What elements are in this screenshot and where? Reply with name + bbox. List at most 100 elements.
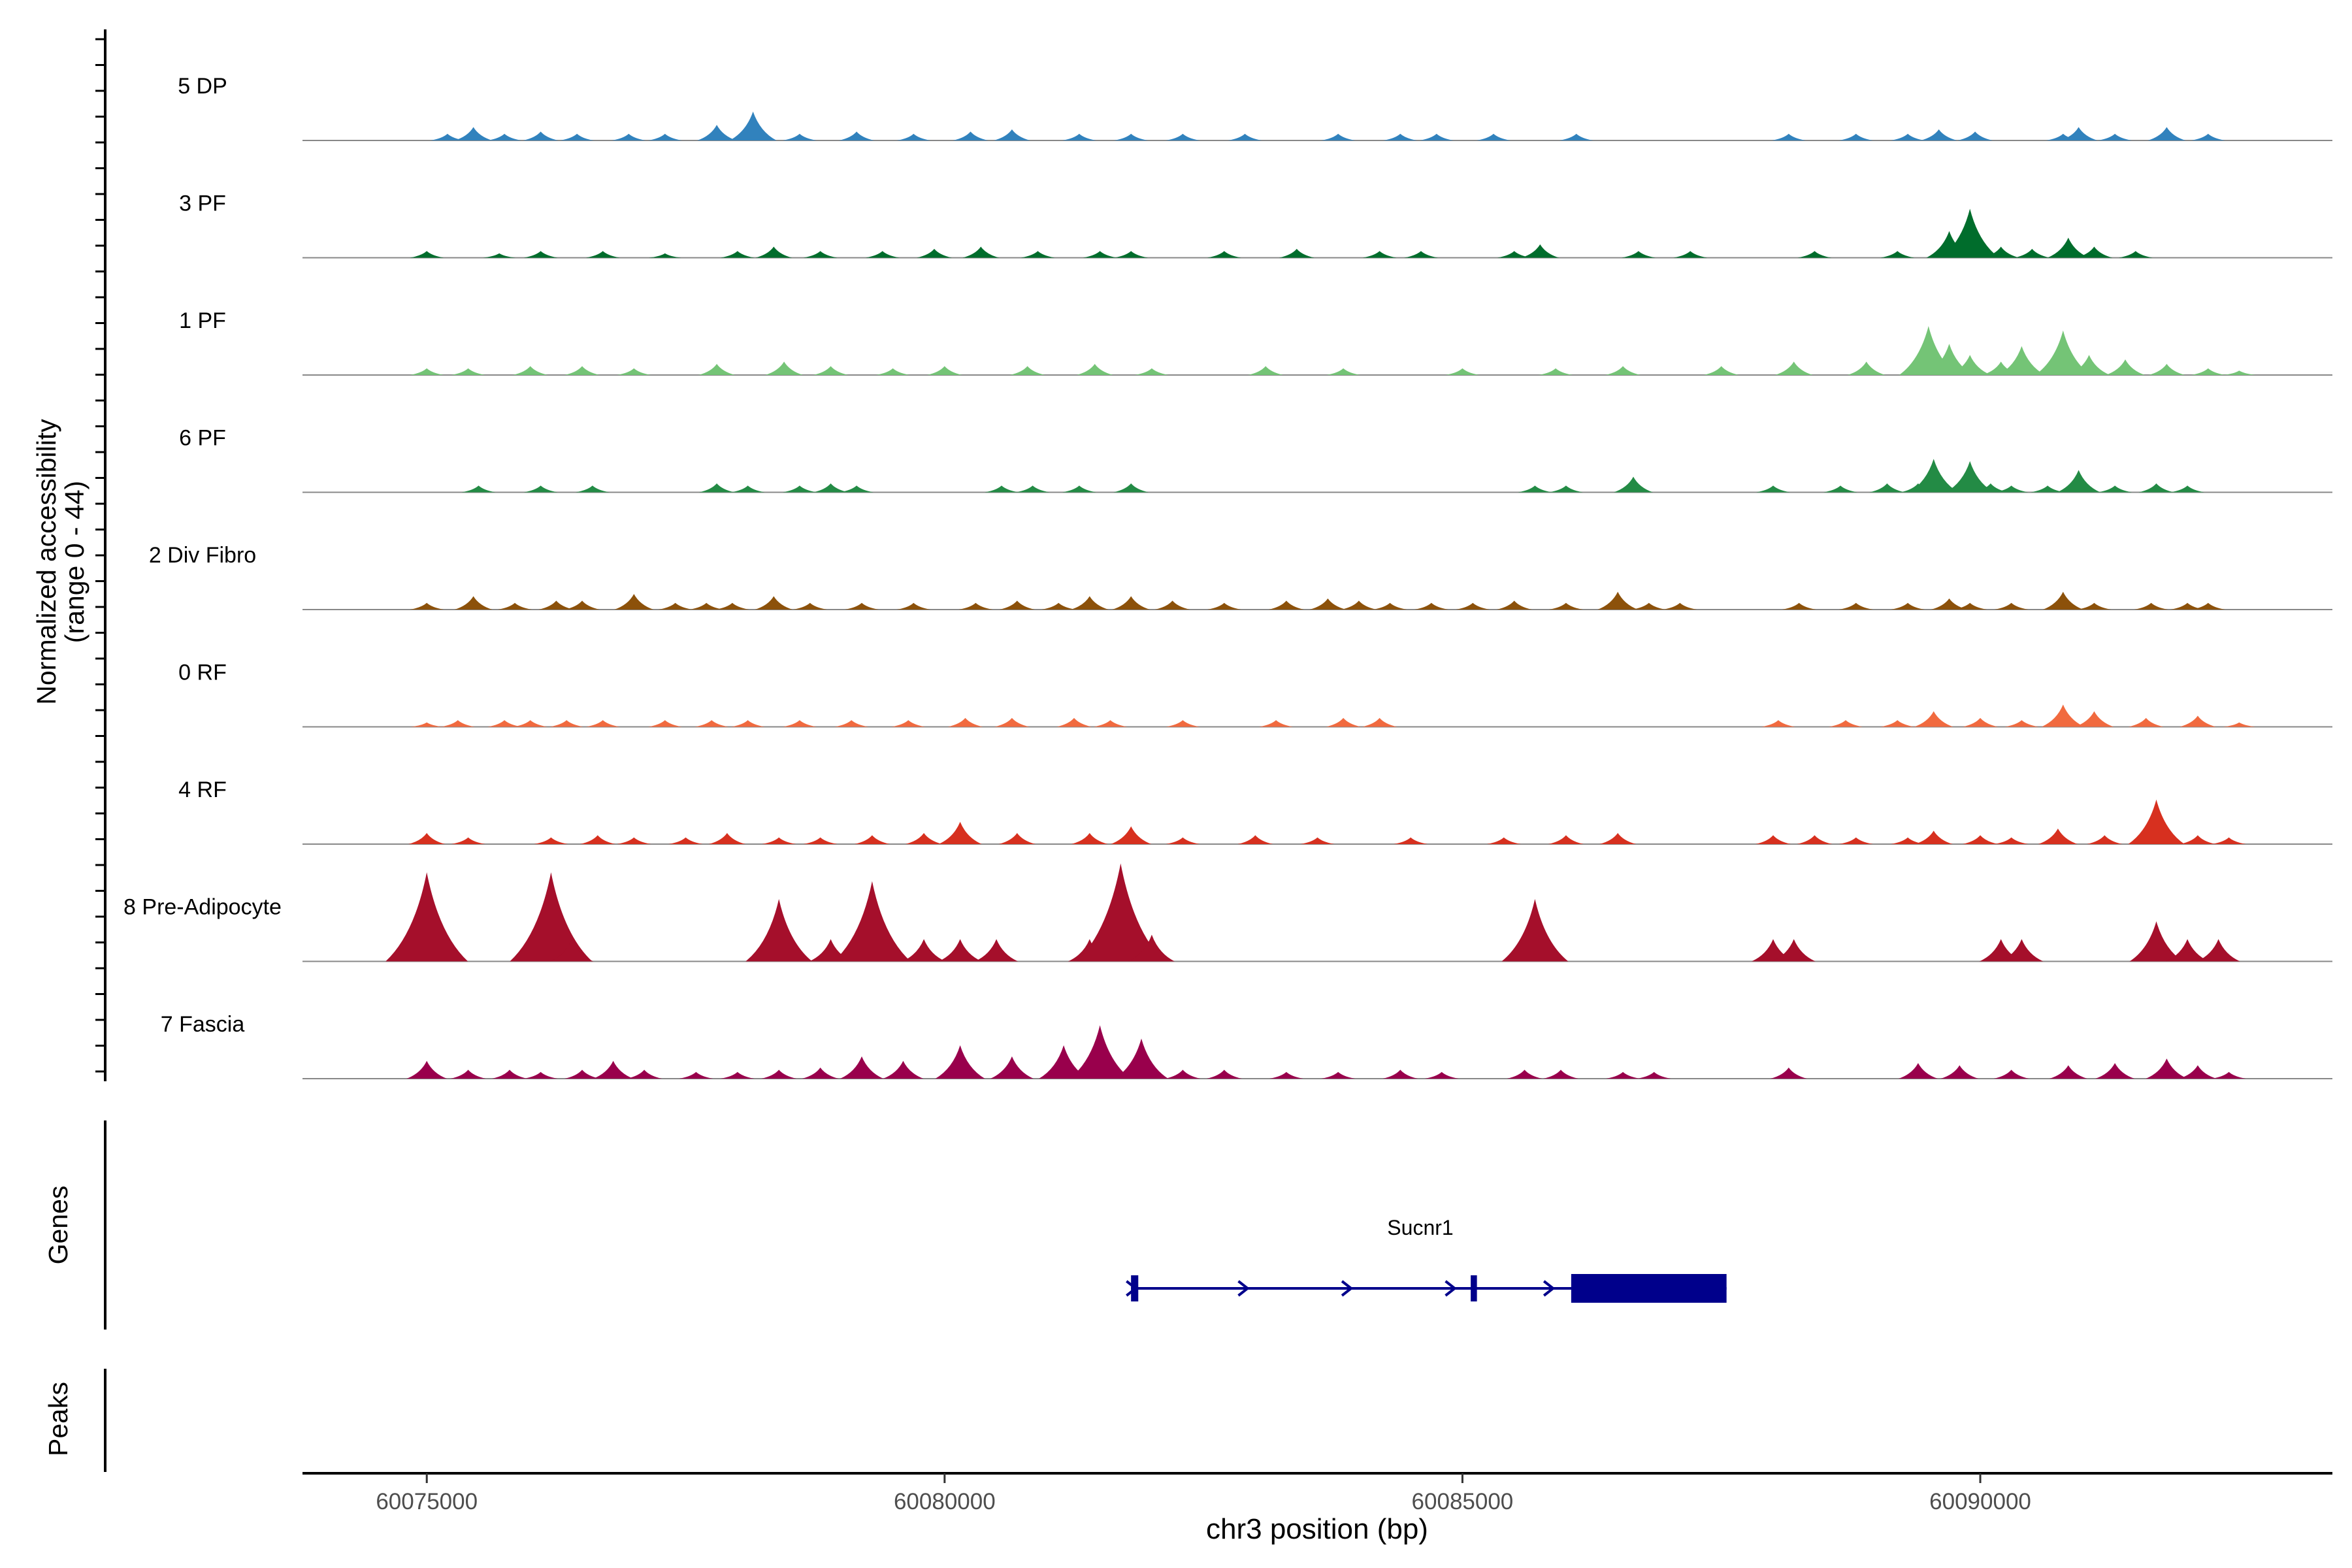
coverage-peak <box>1963 717 1998 727</box>
coverage-peak <box>1797 251 1832 258</box>
coverage-peak <box>1404 251 1438 258</box>
coverage-peak <box>1994 837 2029 844</box>
coverage-peak <box>1113 483 1149 493</box>
coverage-peak <box>694 720 729 727</box>
coverage-peak <box>410 722 444 727</box>
coverage-peak <box>487 720 522 727</box>
coverage-peak <box>1456 602 1490 610</box>
coverage-peak <box>1782 602 1816 610</box>
coverage-peak <box>1279 248 1315 258</box>
track-label: 6 PF <box>179 426 226 451</box>
coverage-peak <box>1166 720 1200 727</box>
coverage-peak <box>523 1071 558 1079</box>
coverage-peak <box>1269 1071 1303 1079</box>
coverage-peak <box>938 821 982 844</box>
coverage-peak <box>1772 939 1816 962</box>
coverage-peak <box>906 833 943 844</box>
coverage-peak <box>498 602 532 610</box>
coverage-peak <box>1496 600 1532 610</box>
coverage-peak <box>617 837 651 844</box>
coverage-peak <box>2138 483 2174 493</box>
y-axis-label-range: (range 0 - 44) <box>59 481 90 643</box>
coverage-peak <box>1599 833 1637 844</box>
coverage-peak <box>902 939 946 962</box>
coverage-peak <box>803 251 838 258</box>
coverage-peak <box>875 368 910 375</box>
coverage-peak <box>840 485 874 493</box>
coverage-peak <box>2031 485 2065 493</box>
coverage-peak <box>2098 133 2132 140</box>
coverage-peak <box>1093 720 1128 727</box>
coverage-peak <box>454 127 493 140</box>
track-5: 2 Div Fibro <box>149 543 2332 610</box>
coverage-peak <box>1112 596 1151 610</box>
coverage-peak <box>1062 485 1096 493</box>
coverage-peak <box>761 1070 797 1079</box>
coverage-peak <box>947 717 983 727</box>
coverage-peak <box>1539 368 1573 375</box>
coverage-peak <box>813 366 849 375</box>
coverage-peak <box>1056 717 1092 727</box>
coverage-peak <box>2042 591 2083 610</box>
coverage-peak <box>1326 717 1362 727</box>
coverage-peak <box>549 720 584 727</box>
coverage-peak <box>1021 251 1055 258</box>
coverage-peak <box>2148 364 2185 375</box>
coverage-peak <box>782 485 817 493</box>
coverage-peak <box>1993 1070 2029 1079</box>
coverage-peak <box>564 1070 600 1079</box>
coverage-peak <box>1039 1045 1089 1079</box>
coverage-peak <box>538 600 574 610</box>
coverage-peak <box>1070 596 1109 610</box>
coverage-peak <box>762 837 796 844</box>
coverage-peak <box>689 602 724 610</box>
coverage-peak <box>730 485 765 493</box>
coverage-peak <box>1771 133 1806 140</box>
coverage-peak <box>1823 485 1857 493</box>
coverage-peak <box>975 939 1019 962</box>
coverage-peak <box>2004 720 2039 727</box>
coverage-peak <box>1761 720 1795 727</box>
coverage-peak <box>865 251 900 258</box>
coverage-peak <box>962 246 1000 258</box>
y-axis-label: Normalized accessibility <box>31 419 61 705</box>
coverage-peak <box>2038 828 2078 844</box>
coverage-peak <box>2134 602 2168 610</box>
coverage-peak <box>451 368 485 375</box>
peaks-panel-label: Peaks <box>43 1382 73 1456</box>
coverage-peak <box>2166 939 2210 962</box>
coverage-peak <box>1631 602 1666 610</box>
coverage-peak <box>720 1071 755 1079</box>
coverage-peak <box>2178 1065 2217 1079</box>
coverage-tracks: 5 DP 3 PF 1 PF 6 PF 2 Div Fibro 0 RF 4 RF 8 Pre… <box>123 74 2332 1079</box>
coverage-peak <box>896 602 931 610</box>
coverage-peak <box>1321 1071 1356 1079</box>
coverage-peak <box>1114 251 1149 258</box>
coverage-peak <box>1838 133 1873 140</box>
coverage-peak <box>1228 133 1262 140</box>
coverage-peak <box>647 133 682 140</box>
coverage-peak <box>839 131 875 140</box>
coverage-peak <box>2059 127 2098 140</box>
coverage-peak <box>1009 366 1045 375</box>
coverage-peak <box>854 835 890 844</box>
coverage-peak <box>1071 833 1108 844</box>
coverage-peak <box>2049 1065 2087 1079</box>
coverage-peak <box>510 872 593 962</box>
coverage-peak <box>998 833 1036 844</box>
coverage-peak <box>2170 485 2205 493</box>
coverage-peak <box>564 600 600 610</box>
coverage-peak <box>1982 246 2019 258</box>
coverage-peak <box>1957 131 1993 140</box>
coverage-peak <box>1756 835 1791 844</box>
coverage-peak <box>1077 863 1165 962</box>
coverage-peak <box>926 366 962 375</box>
coverage-peak <box>2041 704 2085 727</box>
coverage-peak <box>2098 485 2132 493</box>
track-4: 6 PF <box>179 426 2332 493</box>
x-tick-label: 60085000 <box>1412 1489 1514 1514</box>
coverage-peak <box>1994 485 2029 493</box>
coverage-peak <box>440 720 475 727</box>
x-tick-label: 60090000 <box>1929 1489 2031 1514</box>
